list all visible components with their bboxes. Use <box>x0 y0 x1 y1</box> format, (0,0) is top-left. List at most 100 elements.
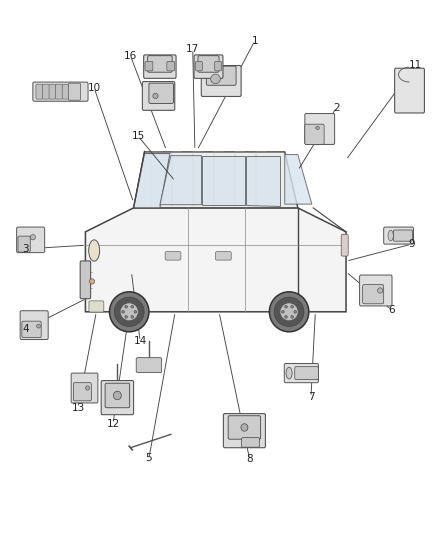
FancyBboxPatch shape <box>62 84 69 99</box>
FancyBboxPatch shape <box>18 236 30 252</box>
FancyBboxPatch shape <box>142 82 175 110</box>
Ellipse shape <box>282 310 284 313</box>
Text: 10: 10 <box>88 83 101 93</box>
Polygon shape <box>202 156 245 205</box>
Polygon shape <box>160 156 201 205</box>
FancyBboxPatch shape <box>206 66 236 85</box>
Ellipse shape <box>30 235 35 240</box>
Text: 4: 4 <box>22 325 29 334</box>
Ellipse shape <box>153 93 158 99</box>
Ellipse shape <box>113 391 121 400</box>
Ellipse shape <box>114 297 144 326</box>
FancyBboxPatch shape <box>198 55 219 72</box>
Ellipse shape <box>378 288 383 293</box>
FancyBboxPatch shape <box>305 124 324 144</box>
Ellipse shape <box>125 305 127 308</box>
FancyBboxPatch shape <box>149 83 173 103</box>
FancyBboxPatch shape <box>215 252 231 260</box>
Ellipse shape <box>211 74 220 84</box>
Text: 6: 6 <box>389 305 396 315</box>
FancyBboxPatch shape <box>395 68 424 113</box>
Text: 15: 15 <box>131 131 145 141</box>
Ellipse shape <box>294 310 297 313</box>
FancyBboxPatch shape <box>295 367 318 379</box>
Ellipse shape <box>291 305 293 308</box>
Text: 3: 3 <box>22 244 29 254</box>
FancyBboxPatch shape <box>228 416 261 439</box>
Ellipse shape <box>274 297 304 326</box>
Ellipse shape <box>122 310 124 313</box>
Ellipse shape <box>86 386 90 390</box>
FancyBboxPatch shape <box>136 358 162 373</box>
Text: 14: 14 <box>134 336 147 346</box>
Text: 17: 17 <box>186 44 199 54</box>
FancyBboxPatch shape <box>284 364 318 383</box>
Ellipse shape <box>316 126 319 130</box>
FancyBboxPatch shape <box>36 84 43 99</box>
FancyBboxPatch shape <box>49 84 56 99</box>
Polygon shape <box>85 208 346 312</box>
Ellipse shape <box>120 303 138 321</box>
Ellipse shape <box>388 230 393 241</box>
Ellipse shape <box>131 305 134 308</box>
Ellipse shape <box>285 316 287 318</box>
FancyBboxPatch shape <box>144 55 176 78</box>
FancyBboxPatch shape <box>145 61 153 71</box>
FancyBboxPatch shape <box>105 383 130 408</box>
FancyBboxPatch shape <box>33 82 88 101</box>
FancyBboxPatch shape <box>393 230 413 241</box>
FancyBboxPatch shape <box>242 438 259 447</box>
Text: 8: 8 <box>246 455 253 464</box>
FancyBboxPatch shape <box>363 285 384 304</box>
Ellipse shape <box>286 367 292 379</box>
Ellipse shape <box>125 316 127 318</box>
Ellipse shape <box>269 292 309 332</box>
Ellipse shape <box>89 279 95 284</box>
FancyBboxPatch shape <box>80 261 91 298</box>
Text: 11: 11 <box>409 60 422 70</box>
FancyBboxPatch shape <box>305 114 335 144</box>
FancyBboxPatch shape <box>165 252 181 260</box>
Polygon shape <box>134 154 170 208</box>
FancyBboxPatch shape <box>215 61 222 71</box>
Ellipse shape <box>285 305 287 308</box>
FancyBboxPatch shape <box>360 275 392 306</box>
Ellipse shape <box>291 316 293 318</box>
Polygon shape <box>246 156 280 206</box>
Text: 13: 13 <box>71 403 85 413</box>
FancyBboxPatch shape <box>73 383 91 401</box>
Ellipse shape <box>36 324 40 328</box>
FancyBboxPatch shape <box>22 321 41 338</box>
FancyBboxPatch shape <box>384 227 413 244</box>
FancyBboxPatch shape <box>68 83 81 100</box>
FancyBboxPatch shape <box>56 84 63 99</box>
Text: 16: 16 <box>124 51 137 61</box>
FancyBboxPatch shape <box>194 55 223 78</box>
FancyBboxPatch shape <box>71 373 98 403</box>
FancyBboxPatch shape <box>148 55 172 72</box>
Ellipse shape <box>110 292 149 332</box>
Text: 1: 1 <box>251 36 258 45</box>
Ellipse shape <box>280 303 298 321</box>
FancyBboxPatch shape <box>341 234 348 256</box>
Text: 12: 12 <box>106 419 120 429</box>
Text: 9: 9 <box>408 239 415 249</box>
Polygon shape <box>285 155 312 204</box>
Polygon shape <box>134 152 298 208</box>
FancyBboxPatch shape <box>101 381 134 415</box>
Ellipse shape <box>241 424 248 431</box>
Text: 5: 5 <box>145 454 152 463</box>
FancyBboxPatch shape <box>89 301 104 312</box>
FancyBboxPatch shape <box>223 414 265 448</box>
Ellipse shape <box>134 310 137 313</box>
Ellipse shape <box>131 316 134 318</box>
FancyBboxPatch shape <box>20 311 48 340</box>
Text: 7: 7 <box>307 392 314 402</box>
FancyBboxPatch shape <box>42 84 49 99</box>
FancyBboxPatch shape <box>17 227 45 253</box>
FancyBboxPatch shape <box>201 66 241 96</box>
Text: 2: 2 <box>333 103 340 112</box>
FancyBboxPatch shape <box>195 61 202 71</box>
Ellipse shape <box>88 240 99 261</box>
FancyBboxPatch shape <box>167 61 175 71</box>
